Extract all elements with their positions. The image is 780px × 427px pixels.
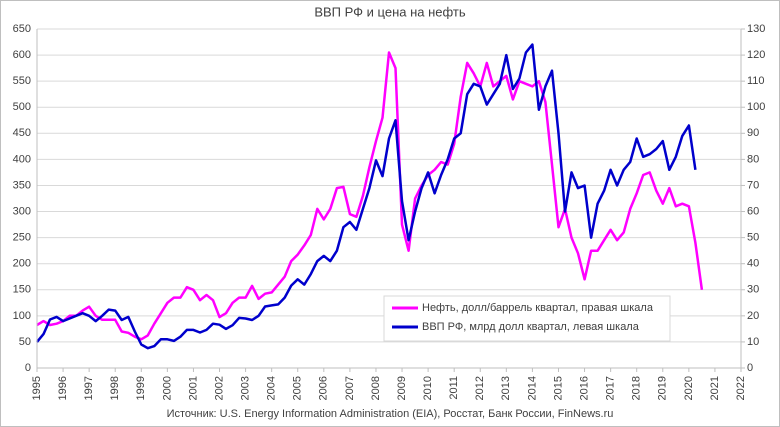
- y-tick-label: 250: [13, 232, 31, 244]
- x-tick-label: 2001: [187, 376, 199, 400]
- x-tick-label: 2014: [526, 376, 538, 400]
- source-note: Источник: U.S. Energy Information Admini…: [167, 408, 614, 420]
- y-tick-label: 400: [13, 153, 31, 165]
- x-tick-label: 2011: [448, 376, 460, 400]
- x-tick-label: 2010: [422, 376, 434, 400]
- x-tick-label: 2020: [683, 376, 695, 400]
- x-tick-label: 1998: [109, 376, 121, 400]
- y-tick-label: 500: [13, 101, 31, 113]
- y-tick-label: 550: [13, 75, 31, 87]
- y2-tick-label: 110: [747, 75, 765, 87]
- chart-title: ВВП РФ и цена на нефть: [314, 4, 466, 19]
- x-tick-label: 2007: [344, 376, 356, 400]
- x-tick-label: 2005: [292, 376, 304, 400]
- y-tick-label: 300: [13, 205, 31, 217]
- x-tick-label: 2012: [474, 376, 486, 400]
- x-tick-label: 1997: [83, 376, 95, 400]
- legend-label: Нефть, долл/баррель квартал, правая шкал…: [422, 302, 654, 314]
- x-tick-label: 1999: [135, 376, 147, 400]
- y2-tick-label: 120: [747, 49, 765, 61]
- y-tick-label: 100: [13, 310, 31, 322]
- x-tick-label: 2002: [213, 376, 225, 400]
- x-tick-label: 2006: [318, 376, 330, 400]
- series-line: [36, 43, 697, 350]
- y2-tick-label: 10: [747, 336, 759, 348]
- x-tick-label: 2016: [578, 376, 590, 400]
- x-tick-label: 1996: [57, 376, 69, 400]
- x-tick-label: 2018: [631, 376, 643, 400]
- y2-tick-label: 130: [747, 23, 765, 35]
- x-tick-label: 2003: [239, 376, 251, 400]
- y2-tick-label: 50: [747, 232, 759, 244]
- x-tick-label: 2000: [161, 376, 173, 400]
- x-tick-label: 2015: [552, 376, 564, 400]
- y2-tick-label: 70: [747, 179, 759, 191]
- y2-tick-label: 40: [747, 258, 759, 270]
- x-tick-label: 2022: [735, 376, 747, 400]
- x-tick-label: 2021: [709, 376, 721, 400]
- y-tick-label: 200: [13, 258, 31, 270]
- y2-tick-label: 30: [747, 284, 759, 296]
- y-tick-label: 50: [19, 336, 31, 348]
- legend-box: [383, 295, 671, 342]
- x-tick-label: 2009: [396, 376, 408, 400]
- y-tick-label: 0: [25, 362, 31, 374]
- y-tick-label: 450: [13, 127, 31, 139]
- series-line: [36, 51, 704, 341]
- x-tick-label: 2008: [370, 376, 382, 400]
- y2-tick-label: 90: [747, 127, 759, 139]
- y2-tick-label: 100: [747, 101, 765, 113]
- y-tick-label: 150: [13, 284, 31, 296]
- y2-tick-label: 20: [747, 310, 759, 322]
- x-tick-label: 2004: [266, 376, 278, 400]
- x-tick-label: 2013: [500, 376, 512, 400]
- y-tick-label: 600: [13, 49, 31, 61]
- legend-label: ВВП РФ, млрд долл квартал, левая шкала: [422, 321, 640, 333]
- x-tick-label: 2017: [605, 376, 617, 400]
- y2-tick-label: 80: [747, 153, 759, 165]
- y-tick-label: 650: [13, 23, 31, 35]
- x-tick-label: 1995: [31, 376, 43, 400]
- y-tick-label: 350: [13, 179, 31, 191]
- x-tick-label: 2019: [657, 376, 669, 400]
- y2-tick-label: 60: [747, 205, 759, 217]
- y2-tick-label: 0: [747, 362, 753, 374]
